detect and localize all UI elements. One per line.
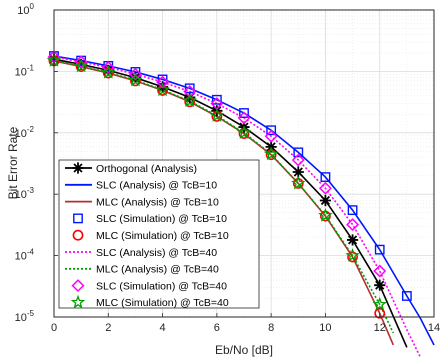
data-point-series-0 — [129, 72, 142, 84]
series-markers — [46, 50, 412, 319]
legend-label-3: SLC (Simulation) @ TcB=10 — [96, 213, 227, 225]
data-point-series-7 — [156, 75, 170, 89]
y-tick-label: 10-4 — [15, 248, 35, 263]
data-point-series-7 — [264, 129, 278, 143]
data-point-series-7 — [101, 60, 115, 74]
data-point-series-8 — [372, 296, 387, 311]
data-point-series-3 — [211, 94, 222, 105]
data-point-series-3 — [347, 205, 358, 216]
x-tick-label: 2 — [105, 322, 111, 334]
data-point-series-8 — [318, 207, 333, 222]
x-tick-label: 12 — [374, 322, 386, 334]
legend-label-0: Orthogonal (Analysis) — [96, 163, 197, 175]
data-point-series-8 — [128, 72, 143, 87]
data-point-series-0 — [374, 279, 386, 291]
x-axis-ticks: 0 2 4 6 8 10 12 14 — [51, 313, 440, 334]
x-tick-label: 14 — [428, 322, 440, 334]
data-point-series-3 — [184, 83, 195, 94]
y-tick-label: 10-3 — [15, 186, 35, 201]
legend-marker-4 — [72, 229, 84, 241]
data-point-series-0 — [319, 194, 332, 207]
legend-label-1: SLC (Analysis) @ TcB=10 — [96, 180, 217, 192]
data-point-series-7 — [128, 67, 142, 81]
series-line-1 — [53, 55, 435, 346]
data-point-series-3 — [374, 244, 385, 255]
data-point-series-8 — [209, 108, 225, 122]
legend-marker-3 — [73, 213, 83, 224]
data-point-series-4 — [347, 251, 358, 263]
data-point-series-8 — [236, 125, 252, 139]
legend-marker-0 — [72, 162, 84, 174]
y-tick-label: 10-1 — [15, 63, 35, 78]
data-point-series-7 — [291, 153, 305, 167]
y-tick-label: 100 — [17, 2, 34, 17]
data-point-series-4 — [374, 307, 386, 319]
legend-label-4: MLC (Simulation) @ TcB=10 — [96, 230, 229, 242]
y-axis-ticks: 100 10-1 10-2 10-3 10-4 10-5 — [15, 2, 58, 324]
data-point-series-4 — [211, 110, 223, 122]
legend-marker-8 — [70, 294, 86, 309]
data-point-series-3 — [266, 125, 277, 136]
x-tick-label: 10 — [319, 322, 331, 334]
legend-label-5: SLC (Analysis) @ TcB=40 — [96, 247, 217, 259]
legend-label-2: MLC (Analysis) @ TcB=10 — [96, 196, 219, 208]
y-axis-label: Bit Error Rate — [6, 126, 20, 199]
data-point-series-8 — [291, 175, 306, 190]
y-tick-label: 10-5 — [15, 309, 35, 324]
data-point-series-3 — [401, 291, 412, 301]
data-point-series-7 — [346, 218, 360, 232]
x-tick-label: 6 — [214, 322, 220, 334]
plot-frame — [53, 9, 435, 318]
legend-label-6: MLC (Analysis) @ TcB=40 — [96, 264, 219, 276]
data-point-series-7 — [373, 264, 387, 278]
data-point-series-7 — [318, 181, 332, 195]
data-point-series-8 — [263, 146, 279, 161]
data-point-series-8 — [182, 93, 197, 108]
data-point-series-8 — [155, 82, 170, 97]
data-point-series-0 — [346, 234, 359, 246]
data-point-series-3 — [320, 172, 331, 182]
data-point-series-7 — [74, 55, 88, 69]
x-axis-label: Eb/No [dB] — [215, 343, 273, 357]
legend-label-8: MLC (Simulation) @ TcB=40 — [96, 297, 229, 309]
data-point-series-0 — [292, 166, 304, 178]
x-tick-label: 4 — [160, 322, 166, 334]
data-point-series-4 — [130, 75, 141, 87]
data-point-series-3 — [293, 147, 304, 158]
data-point-series-3 — [239, 108, 249, 118]
legend-box — [58, 159, 260, 309]
legend-marker-7 — [71, 279, 85, 293]
data-point-series-8 — [345, 247, 360, 262]
data-point-series-7 — [237, 111, 251, 125]
y-tick-label: 10-2 — [15, 125, 35, 140]
data-point-series-8 — [73, 58, 89, 73]
x-tick-label: 8 — [268, 322, 274, 334]
legend: Orthogonal (Analysis) SLC (Analysis) @ Tc… — [58, 159, 260, 309]
legend-label-7: SLC (Simulation) @ TcB=40 — [96, 280, 227, 292]
data-point-series-8 — [101, 64, 116, 79]
data-point-series-4 — [238, 128, 250, 140]
x-tick-label: 0 — [51, 322, 57, 334]
